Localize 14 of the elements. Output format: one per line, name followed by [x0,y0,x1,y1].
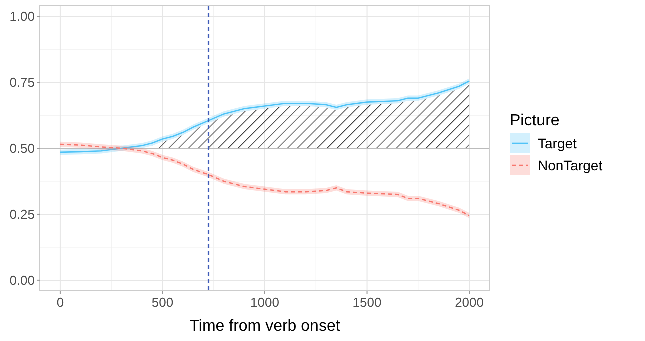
legend-label: NonTarget [538,158,603,174]
y-tick-label: 0.75 [10,75,35,90]
legend-title: Picture [510,112,560,130]
x-axis-title: Time from verb onset [190,318,341,335]
x-tick-label: 0 [56,295,64,310]
x-tick-label: 2000 [455,295,484,310]
x-tick-label: 1000 [250,295,280,310]
x-tick-label: 500 [152,295,174,310]
y-tick-label: 1.00 [10,9,35,24]
y-tick-label: 0.50 [10,141,35,156]
y-tick-label: 0.00 [10,272,35,288]
legend-label: Target [538,136,578,152]
x-tick-label: 1500 [352,295,382,310]
y-tick-label: 0.25 [10,206,35,222]
